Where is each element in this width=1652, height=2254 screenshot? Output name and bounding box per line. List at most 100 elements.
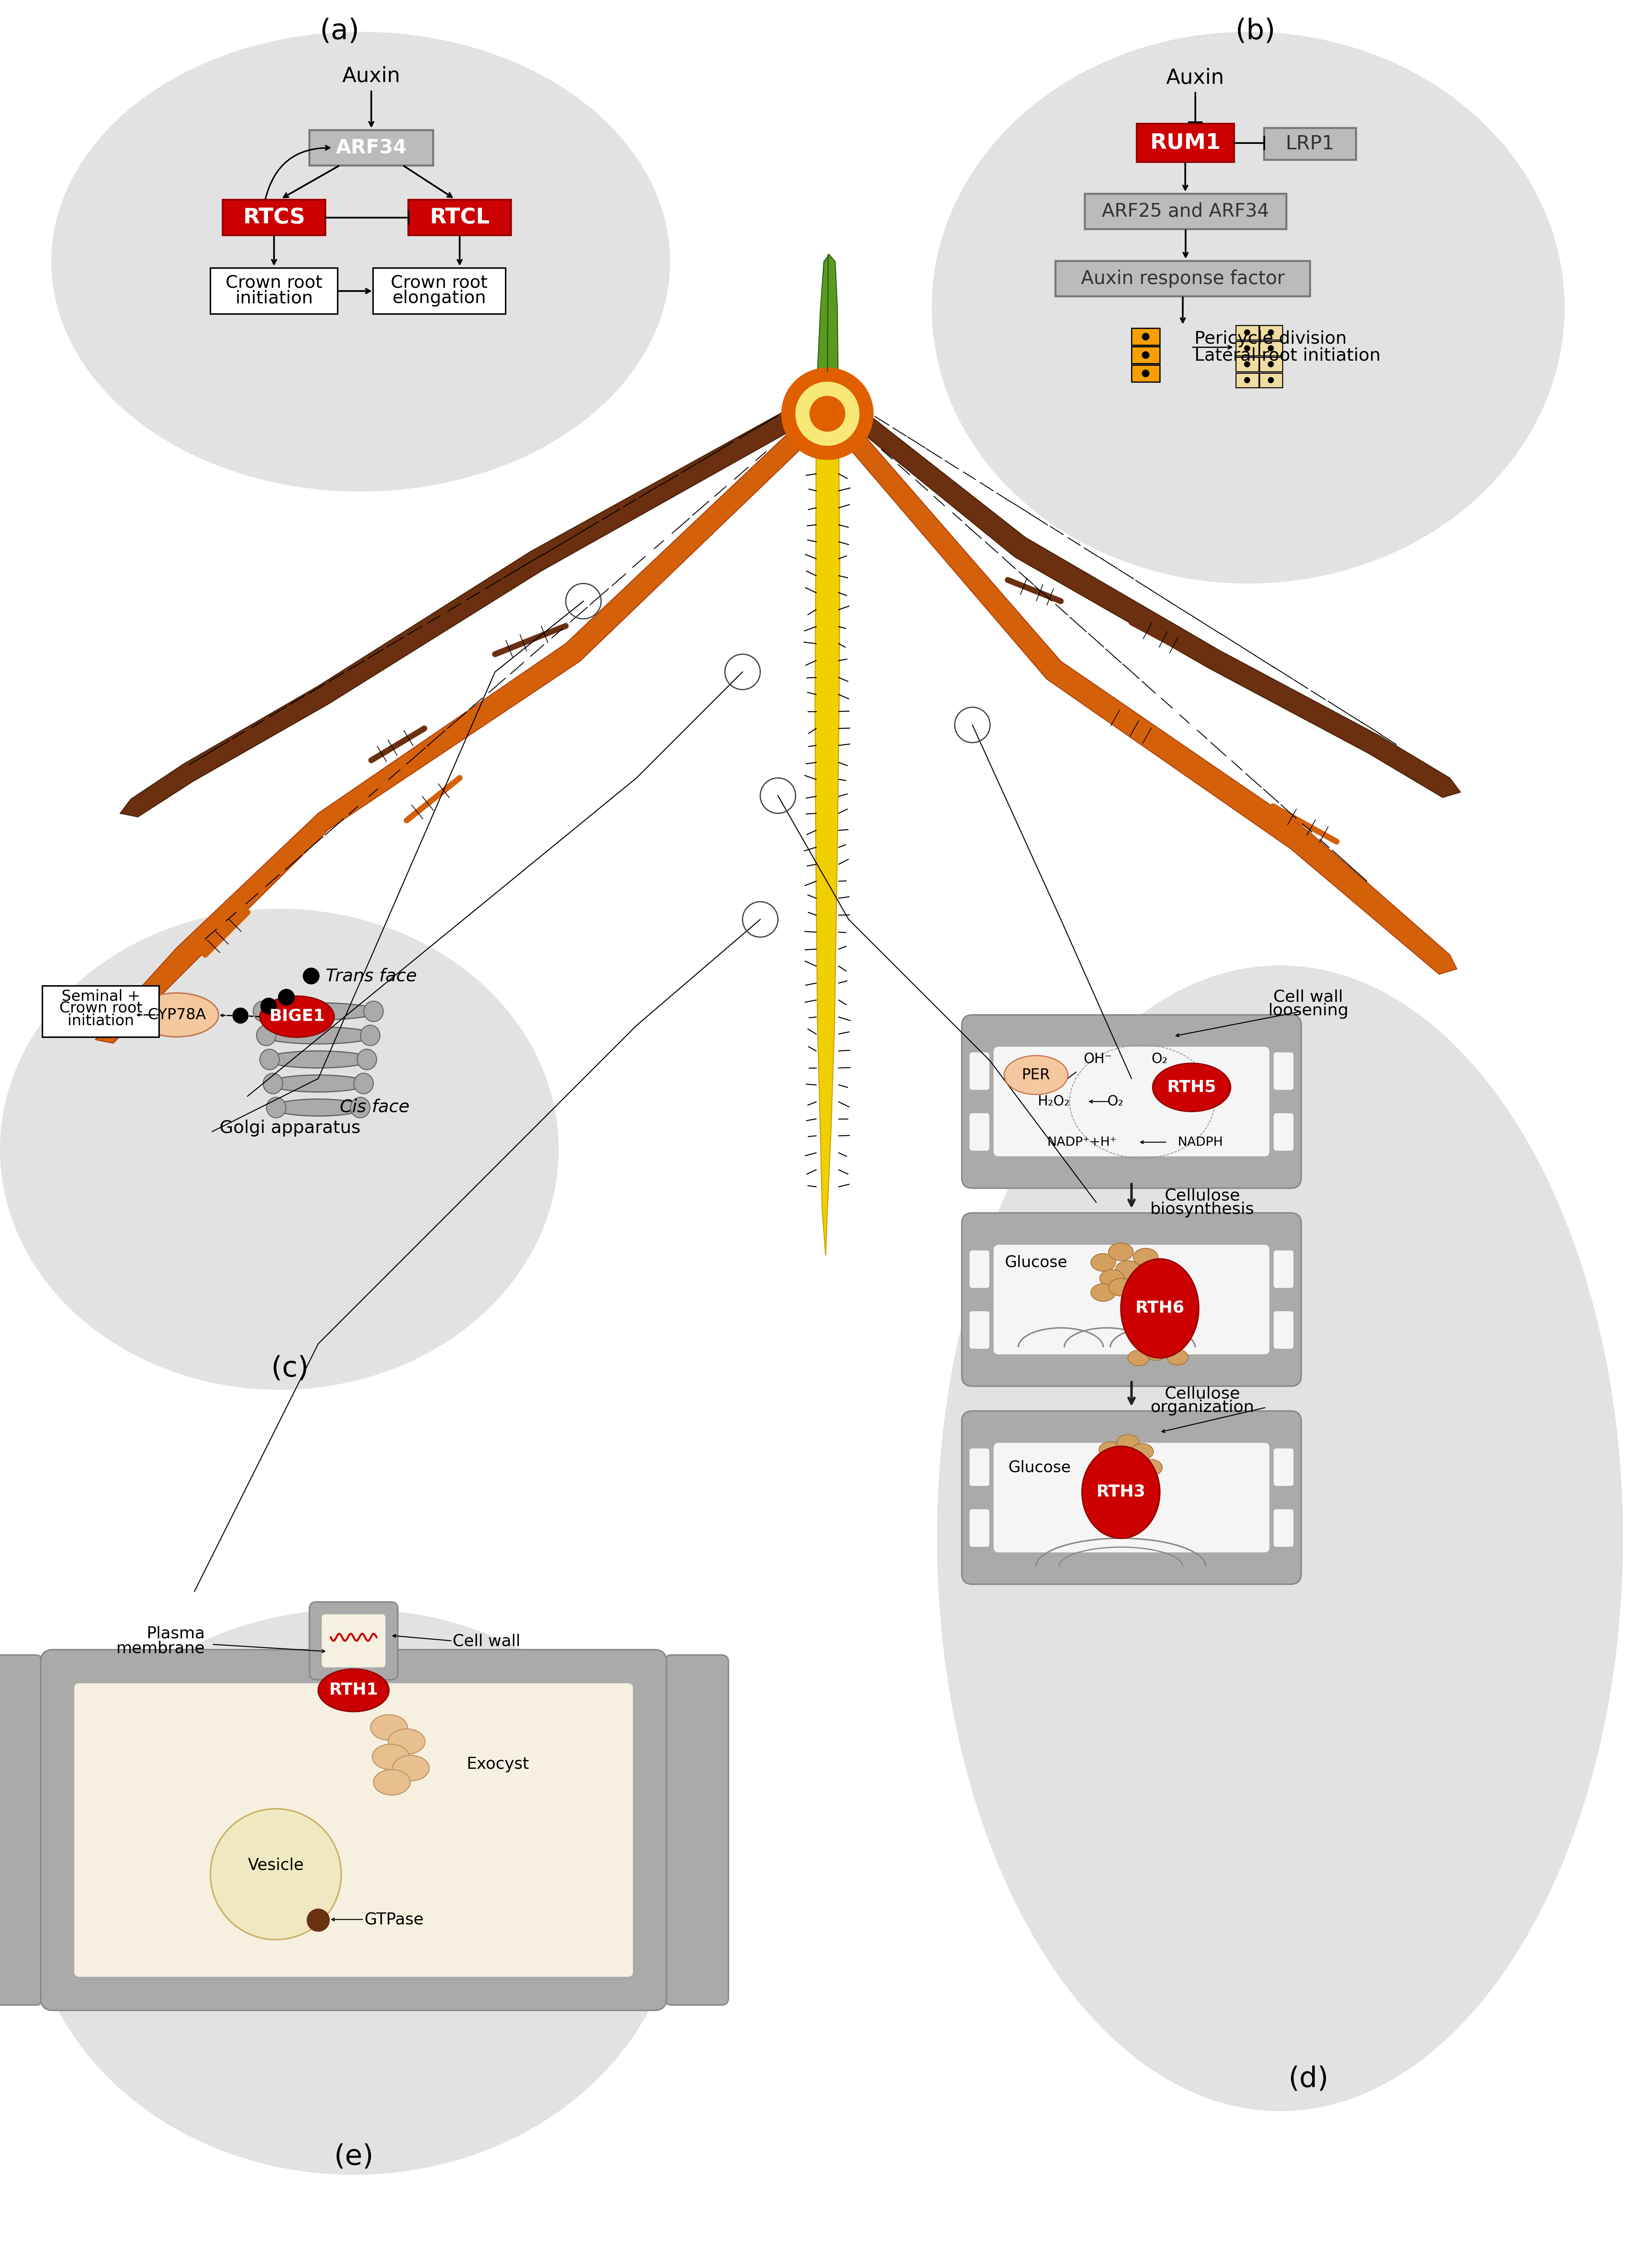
Text: Cis face: Cis face bbox=[340, 1098, 410, 1116]
Text: RTH5: RTH5 bbox=[1166, 1080, 1216, 1095]
FancyBboxPatch shape bbox=[970, 1510, 990, 1546]
Text: initiation: initiation bbox=[68, 1012, 134, 1028]
Text: (d): (d) bbox=[1289, 2065, 1328, 2094]
Text: (e): (e) bbox=[334, 2144, 373, 2171]
Polygon shape bbox=[847, 421, 1457, 974]
FancyBboxPatch shape bbox=[408, 201, 510, 234]
FancyBboxPatch shape bbox=[961, 1213, 1302, 1386]
Text: Glucose: Glucose bbox=[1004, 1255, 1067, 1269]
Text: Pericycle division: Pericycle division bbox=[1194, 331, 1346, 347]
Circle shape bbox=[233, 1008, 248, 1023]
Text: Crown root: Crown root bbox=[59, 1001, 142, 1017]
Text: (a): (a) bbox=[319, 18, 358, 45]
Ellipse shape bbox=[258, 1003, 378, 1019]
Text: Cell wall: Cell wall bbox=[1274, 990, 1343, 1005]
Ellipse shape bbox=[1128, 1350, 1150, 1366]
FancyBboxPatch shape bbox=[1274, 1251, 1294, 1287]
Circle shape bbox=[1142, 370, 1150, 376]
Polygon shape bbox=[818, 255, 838, 372]
Ellipse shape bbox=[261, 1028, 375, 1044]
FancyBboxPatch shape bbox=[970, 1053, 990, 1091]
Ellipse shape bbox=[1100, 1269, 1125, 1287]
Ellipse shape bbox=[360, 1026, 380, 1046]
FancyBboxPatch shape bbox=[664, 1654, 729, 2006]
Ellipse shape bbox=[1140, 1458, 1163, 1476]
FancyBboxPatch shape bbox=[74, 1684, 633, 1977]
Text: Glucose: Glucose bbox=[1008, 1461, 1070, 1474]
FancyBboxPatch shape bbox=[1236, 374, 1259, 388]
Ellipse shape bbox=[135, 994, 218, 1037]
Text: Exocyst: Exocyst bbox=[468, 1756, 529, 1772]
Text: CYP78A: CYP78A bbox=[147, 1008, 206, 1023]
Text: RTH6: RTH6 bbox=[1135, 1301, 1184, 1316]
Ellipse shape bbox=[269, 1075, 367, 1091]
Ellipse shape bbox=[1107, 1458, 1128, 1474]
Text: Crown root: Crown root bbox=[226, 275, 322, 291]
Text: O₂: O₂ bbox=[1151, 1053, 1168, 1066]
Ellipse shape bbox=[393, 1756, 430, 1781]
FancyBboxPatch shape bbox=[993, 1443, 1269, 1553]
Circle shape bbox=[210, 1808, 342, 1941]
Ellipse shape bbox=[0, 908, 558, 1391]
Ellipse shape bbox=[1082, 1447, 1160, 1537]
Ellipse shape bbox=[263, 1073, 282, 1093]
Ellipse shape bbox=[1122, 1260, 1199, 1357]
Ellipse shape bbox=[256, 1026, 276, 1046]
Circle shape bbox=[1269, 361, 1274, 367]
Ellipse shape bbox=[1090, 1253, 1115, 1271]
FancyBboxPatch shape bbox=[1236, 325, 1259, 340]
FancyBboxPatch shape bbox=[223, 201, 325, 234]
Text: Cellulose: Cellulose bbox=[1165, 1188, 1241, 1204]
Polygon shape bbox=[96, 421, 808, 1044]
Ellipse shape bbox=[1145, 1346, 1166, 1361]
FancyBboxPatch shape bbox=[1259, 374, 1282, 388]
Ellipse shape bbox=[319, 1670, 388, 1711]
Text: organization: organization bbox=[1150, 1400, 1254, 1416]
Circle shape bbox=[1244, 376, 1251, 383]
FancyBboxPatch shape bbox=[1236, 356, 1259, 372]
FancyBboxPatch shape bbox=[373, 268, 506, 313]
Circle shape bbox=[302, 967, 319, 985]
FancyBboxPatch shape bbox=[961, 1411, 1302, 1585]
Ellipse shape bbox=[1099, 1443, 1122, 1458]
Ellipse shape bbox=[28, 1609, 679, 2175]
FancyBboxPatch shape bbox=[1264, 128, 1356, 160]
Ellipse shape bbox=[1108, 1242, 1133, 1260]
Circle shape bbox=[1244, 345, 1251, 352]
Ellipse shape bbox=[1132, 1443, 1153, 1461]
Ellipse shape bbox=[350, 1098, 370, 1118]
FancyBboxPatch shape bbox=[1056, 261, 1310, 295]
Text: Vesicle: Vesicle bbox=[248, 1857, 304, 1873]
Text: RTH3: RTH3 bbox=[1097, 1485, 1145, 1501]
Text: RTCS: RTCS bbox=[243, 207, 306, 228]
Circle shape bbox=[1244, 329, 1251, 336]
FancyBboxPatch shape bbox=[1132, 365, 1160, 381]
Ellipse shape bbox=[373, 1769, 410, 1794]
FancyBboxPatch shape bbox=[1274, 1113, 1294, 1152]
Ellipse shape bbox=[1140, 1267, 1165, 1285]
FancyBboxPatch shape bbox=[41, 1650, 666, 2011]
FancyBboxPatch shape bbox=[210, 268, 337, 313]
Ellipse shape bbox=[273, 1100, 363, 1116]
FancyBboxPatch shape bbox=[1274, 1053, 1294, 1091]
Text: Auxin: Auxin bbox=[1166, 68, 1224, 88]
Ellipse shape bbox=[259, 1048, 279, 1071]
Text: Seminal +: Seminal + bbox=[61, 990, 140, 1003]
Polygon shape bbox=[121, 399, 811, 816]
FancyBboxPatch shape bbox=[1085, 194, 1287, 230]
Text: NADP⁺+H⁺: NADP⁺+H⁺ bbox=[1047, 1136, 1117, 1147]
Ellipse shape bbox=[1117, 1434, 1140, 1452]
Text: Crown root: Crown root bbox=[392, 275, 487, 291]
Ellipse shape bbox=[363, 1001, 383, 1021]
Ellipse shape bbox=[357, 1048, 377, 1071]
Ellipse shape bbox=[932, 32, 1564, 584]
Text: Lateral root initiation: Lateral root initiation bbox=[1194, 347, 1381, 363]
Ellipse shape bbox=[370, 1715, 408, 1740]
FancyBboxPatch shape bbox=[970, 1251, 990, 1287]
Circle shape bbox=[809, 397, 846, 431]
Ellipse shape bbox=[1108, 1278, 1133, 1296]
Text: GTPase: GTPase bbox=[363, 1911, 423, 1927]
FancyBboxPatch shape bbox=[970, 1312, 990, 1348]
Text: H₂O₂: H₂O₂ bbox=[1037, 1095, 1070, 1109]
FancyBboxPatch shape bbox=[309, 1603, 398, 1679]
